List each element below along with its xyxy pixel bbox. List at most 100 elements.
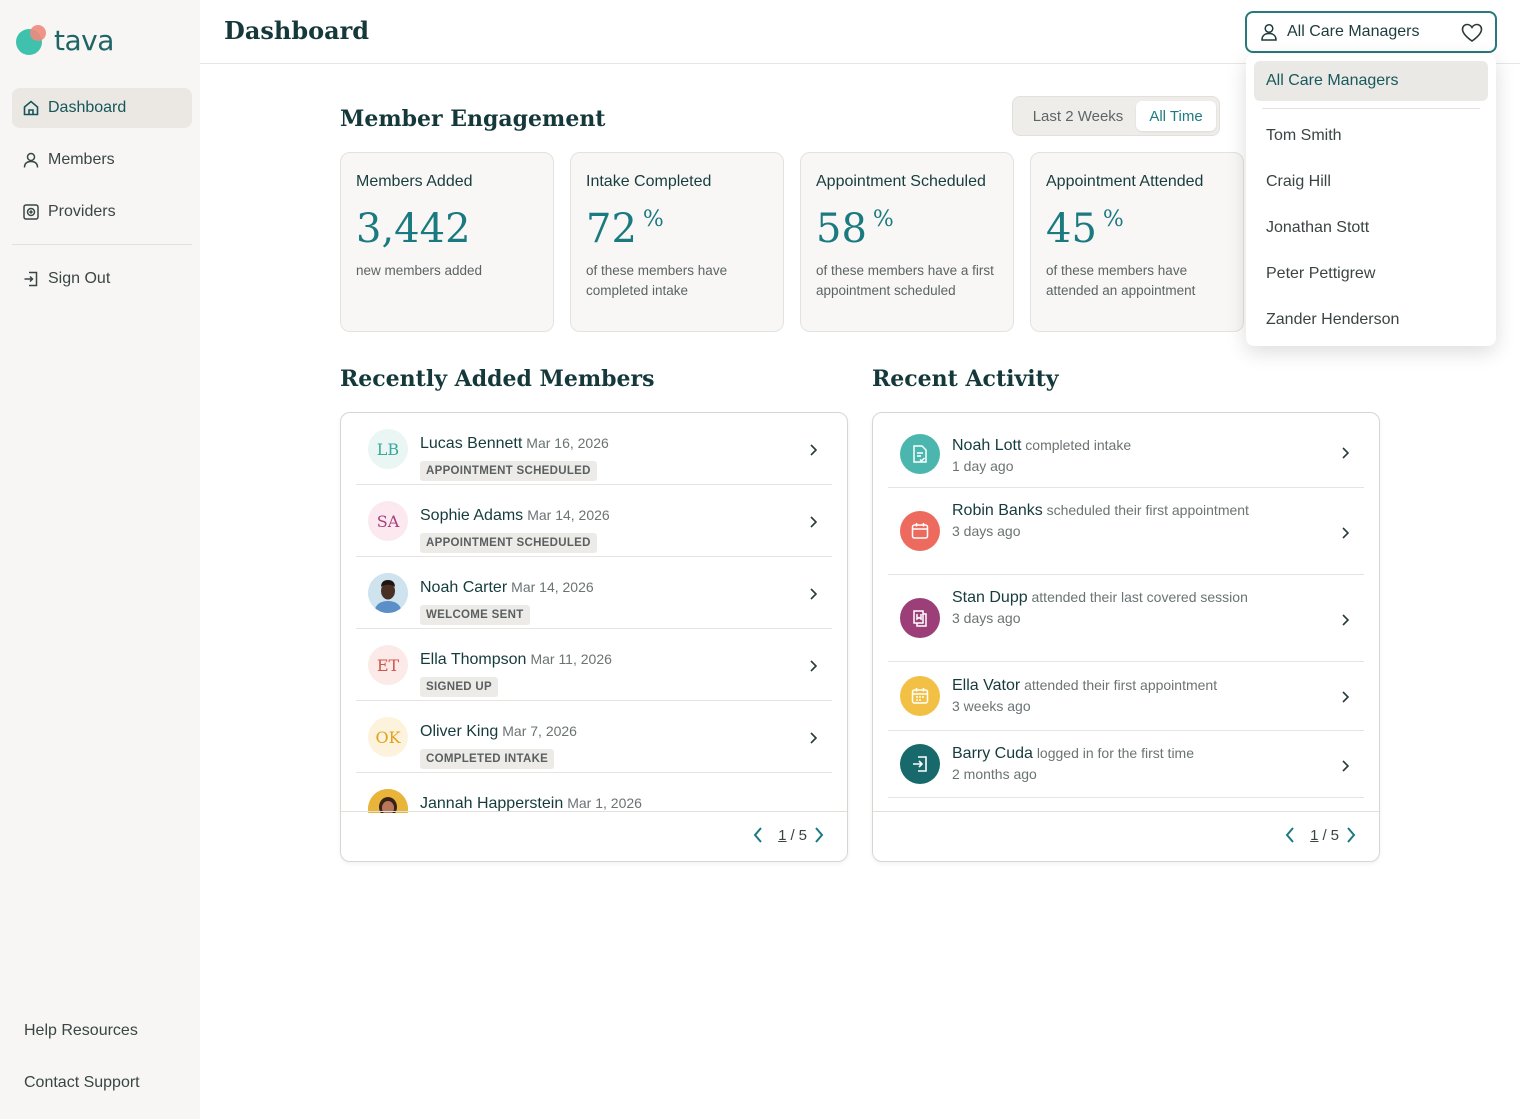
member-row[interactable]: Jannah Happerstein Mar 1, 2026 xyxy=(356,773,832,813)
stat-value-number: 58 xyxy=(816,206,867,252)
activity-time: 3 days ago xyxy=(952,610,1021,626)
sidebar-item-dashboard[interactable]: Dashboard xyxy=(12,88,192,128)
sidebar-item-label: Members xyxy=(48,151,115,168)
stat-card-title: Appointment Attended xyxy=(1046,173,1204,190)
heart-icon[interactable] xyxy=(1461,23,1483,43)
activity-action: completed intake xyxy=(1025,437,1132,453)
calendar-icon xyxy=(900,511,940,551)
user-icon xyxy=(1259,22,1279,42)
status-badge: SIGNED UP xyxy=(420,677,498,697)
chevron-right-icon xyxy=(1340,526,1350,540)
sidebar-item-providers[interactable]: Providers xyxy=(12,192,192,232)
chevron-right-icon xyxy=(808,587,818,601)
member-date: Mar 14, 2026 xyxy=(511,579,594,595)
stat-value-number: 72 xyxy=(586,206,637,252)
member-name: Noah Carter xyxy=(420,579,508,596)
status-badge: COMPLETED INTAKE xyxy=(420,749,555,769)
chevron-right-icon xyxy=(1340,613,1350,627)
activity-who: Robin Banks xyxy=(952,502,1043,519)
top-header: Dashboard All Care Managers xyxy=(200,0,1520,64)
dropdown-option-zander-henderson[interactable]: Zander Henderson xyxy=(1266,311,1400,328)
member-row[interactable]: LB Lucas Bennett Mar 16, 2026 APPOINTMENT… xyxy=(356,413,832,485)
activity-text: Noah Lott completed intake 1 day ago xyxy=(952,435,1324,476)
dropdown-option-peter-pettigrew[interactable]: Peter Pettigrew xyxy=(1266,265,1376,282)
activity-row[interactable]: Stan Dupp attended their last covered se… xyxy=(888,575,1364,662)
member-row[interactable]: Noah Carter Mar 14, 2026 WELCOME SENT xyxy=(356,557,832,629)
pager-total: 5 xyxy=(798,826,807,844)
stat-card-appointment-attended: Appointment Attended 45 % of these membe… xyxy=(1030,152,1244,332)
activity-who: Ella Vator xyxy=(952,677,1021,694)
activity-text: Robin Banks scheduled their first appoin… xyxy=(952,500,1324,541)
chevron-left-icon[interactable] xyxy=(1278,826,1302,844)
dropdown-option-tom-smith[interactable]: Tom Smith xyxy=(1266,127,1342,144)
status-badge: APPOINTMENT SCHEDULED xyxy=(420,461,597,481)
member-row[interactable]: OK Oliver King Mar 7, 2026 COMPLETED INTA… xyxy=(356,701,832,773)
member-name-line: Noah Carter Mar 14, 2026 xyxy=(420,579,594,597)
avatar xyxy=(368,573,408,613)
member-date: Mar 14, 2026 xyxy=(527,507,610,523)
activity-time: 3 days ago xyxy=(952,523,1021,539)
activity-action: scheduled their first appointment xyxy=(1046,502,1249,518)
activity-action: attended their first appointment xyxy=(1024,677,1218,693)
range-option-all-time[interactable]: All Time xyxy=(1136,101,1216,131)
chevron-right-icon xyxy=(808,443,818,457)
tava-logo[interactable]: tava xyxy=(16,22,114,58)
activity-text: Ella Vator attended their first appointm… xyxy=(952,675,1324,716)
chevron-right-icon[interactable] xyxy=(807,826,831,844)
sidebar-item-label: Providers xyxy=(48,203,116,220)
dropdown-option-all-care-managers[interactable]: All Care Managers xyxy=(1254,61,1488,101)
recent-members-pager: 1 / 5 xyxy=(746,826,831,844)
avatar: LB xyxy=(368,429,408,469)
nav-divider xyxy=(12,244,192,245)
pager-separator: / xyxy=(790,826,795,844)
care-manager-select[interactable]: All Care Managers xyxy=(1245,11,1497,53)
stat-card-description: of these members have attended an appoin… xyxy=(1046,263,1196,298)
chevron-right-icon xyxy=(808,731,818,745)
avatar xyxy=(368,789,408,813)
contact-support-link[interactable]: Contact Support xyxy=(24,1074,140,1091)
sidebar-item-sign-out[interactable]: Sign Out xyxy=(12,259,192,299)
activity-who: Noah Lott xyxy=(952,437,1022,454)
activity-row[interactable]: Noah Lott completed intake 1 day ago xyxy=(888,413,1364,488)
member-name-line: Jannah Happerstein Mar 1, 2026 xyxy=(420,795,642,813)
member-name-line: Sophie Adams Mar 14, 2026 xyxy=(420,507,610,525)
recent-members-footer: 1 / 5 xyxy=(341,811,847,861)
activity-row[interactable]: Ella Vator attended their first appointm… xyxy=(888,662,1364,731)
activity-time: 3 weeks ago xyxy=(952,698,1031,714)
session-icon xyxy=(900,598,940,638)
member-name: Ella Thompson xyxy=(420,651,527,668)
stat-card-value: 58 % xyxy=(816,207,998,251)
range-option-last-2-weeks[interactable]: Last 2 Weeks xyxy=(1032,107,1124,125)
pager-current: 1 xyxy=(778,826,787,844)
dropdown-option-jonathan-stott[interactable]: Jonathan Stott xyxy=(1266,219,1370,236)
avatar: ET xyxy=(368,645,408,685)
member-date: Mar 1, 2026 xyxy=(567,795,642,811)
member-row[interactable]: SA Sophie Adams Mar 14, 2026 APPOINTMENT … xyxy=(356,485,832,557)
activity-time: 2 months ago xyxy=(952,766,1037,782)
member-engagement-title: Member Engagement xyxy=(340,106,606,132)
stat-value-unit: % xyxy=(872,207,894,232)
member-row[interactable]: ET Ella Thompson Mar 11, 2026 SIGNED UP xyxy=(356,629,832,701)
member-name: Lucas Bennett xyxy=(420,435,523,452)
member-name-line: Oliver King Mar 7, 2026 xyxy=(420,723,577,741)
chevron-right-icon[interactable] xyxy=(1339,826,1363,844)
recent-activity-footer: 1 / 5 xyxy=(873,811,1379,861)
activity-time: 1 day ago xyxy=(952,458,1014,474)
member-name: Jannah Happerstein xyxy=(420,795,564,812)
stat-card-appointment-scheduled: Appointment Scheduled 58 % of these memb… xyxy=(800,152,1014,332)
chevron-right-icon xyxy=(1340,446,1350,460)
stat-card-value: 72 % xyxy=(586,207,768,251)
chevron-left-icon[interactable] xyxy=(746,826,770,844)
sidebar-item-members[interactable]: Members xyxy=(12,140,192,180)
chevron-right-icon xyxy=(1340,759,1350,773)
person-photo-icon xyxy=(368,789,408,813)
chevron-right-icon xyxy=(1340,690,1350,704)
logo-wordmark: tava xyxy=(54,23,114,57)
stat-card-description: new members added xyxy=(356,263,483,278)
activity-row[interactable]: Robin Banks scheduled their first appoin… xyxy=(888,488,1364,575)
help-resources-link[interactable]: Help Resources xyxy=(24,1022,138,1039)
dropdown-option-craig-hill[interactable]: Craig Hill xyxy=(1266,173,1331,190)
stat-card-title: Members Added xyxy=(356,173,473,190)
activity-who: Stan Dupp xyxy=(952,589,1028,606)
activity-row[interactable]: Barry Cuda logged in for the first time … xyxy=(888,731,1364,798)
